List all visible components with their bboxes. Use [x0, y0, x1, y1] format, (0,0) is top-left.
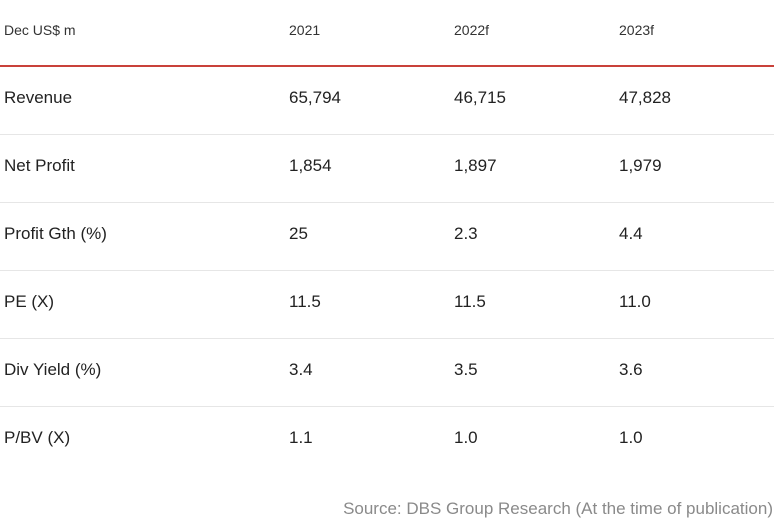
header-year-2022f: 2022f [454, 22, 490, 38]
row-value: 4.4 [619, 224, 643, 243]
row-value: 47,828 [619, 88, 671, 107]
header-unit: Dec US$ m [4, 22, 76, 38]
row-value: 3.5 [454, 360, 478, 379]
row-value: 11.5 [289, 292, 321, 311]
row-value: 3.6 [619, 360, 643, 379]
header-year-2021: 2021 [289, 22, 321, 38]
table-row-revenue: Revenue 65,794 46,715 47,828 [0, 67, 774, 135]
row-value: 65,794 [289, 88, 341, 107]
row-label: P/BV (X) [4, 428, 71, 447]
row-value: 1.0 [619, 428, 643, 447]
table-row-pe: PE (X) 11.5 11.5 11.0 [0, 271, 774, 339]
row-value: 1,897 [454, 156, 497, 175]
table-row-div-yield: Div Yield (%) 3.4 3.5 3.6 [0, 339, 774, 407]
row-label: Revenue [4, 88, 73, 107]
row-value: 11.5 [454, 292, 486, 311]
table-row-net-profit: Net Profit 1,854 1,897 1,979 [0, 135, 774, 203]
row-value: 3.4 [289, 360, 313, 379]
row-value: 46,715 [454, 88, 506, 107]
table-header-row: Dec US$ m 2021 2022f 2023f [0, 0, 774, 67]
row-value: 25 [289, 224, 308, 243]
table-row-profit-growth: Profit Gth (%) 25 2.3 4.4 [0, 203, 774, 271]
row-value: 1.0 [454, 428, 478, 447]
header-year-2023f: 2023f [619, 22, 655, 38]
row-label: PE (X) [4, 292, 55, 311]
financial-summary-table: Dec US$ m 2021 2022f 2023f Revenue 65,79… [0, 0, 774, 474]
row-label: Profit Gth (%) [4, 224, 107, 243]
source-note: Source: DBS Group Research (At the time … [343, 499, 773, 518]
row-value: 1.1 [289, 428, 313, 447]
row-label: Div Yield (%) [4, 360, 102, 379]
row-value: 2.3 [454, 224, 478, 243]
row-label: Net Profit [4, 156, 75, 175]
table-row-pbv: P/BV (X) 1.1 1.0 1.0 [0, 407, 774, 474]
row-value: 11.0 [619, 292, 651, 311]
row-value: 1,979 [619, 156, 662, 175]
row-value: 1,854 [289, 156, 332, 175]
